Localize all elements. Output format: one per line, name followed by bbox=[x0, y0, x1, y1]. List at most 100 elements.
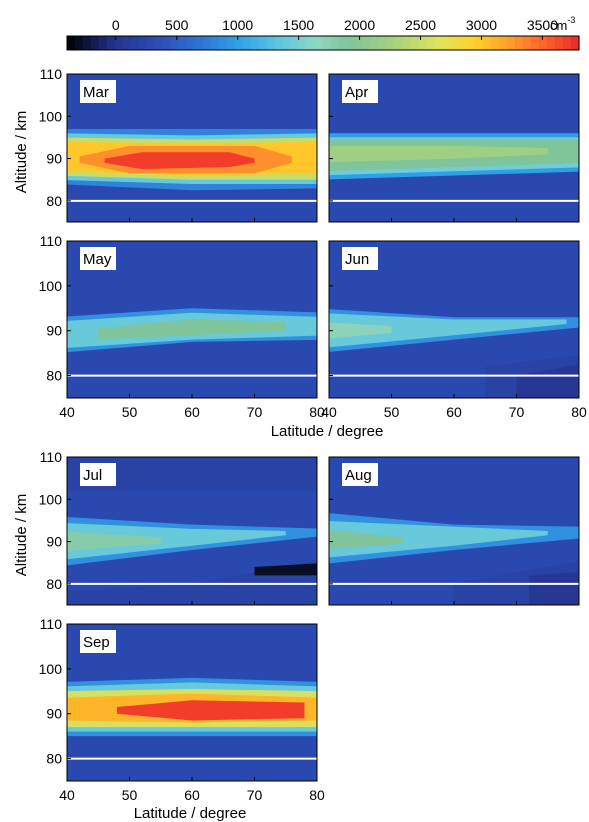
colorbar-swatch bbox=[275, 36, 284, 50]
panel-label: Jun bbox=[342, 247, 378, 270]
colorbar-tick-label: 2500 bbox=[405, 17, 436, 33]
y-tick-label: 90 bbox=[46, 706, 62, 722]
colorbar-swatch bbox=[75, 36, 84, 50]
colorbar-swatch bbox=[355, 36, 364, 50]
contour-layer bbox=[329, 322, 392, 339]
panel-label-text: Jul bbox=[83, 467, 102, 484]
colorbar-swatch bbox=[395, 36, 404, 50]
panel-label: Aug bbox=[342, 463, 378, 486]
contour-layer bbox=[67, 457, 317, 491]
contour-layer bbox=[329, 530, 404, 550]
panel-label-box bbox=[80, 80, 116, 103]
colorbar-swatch bbox=[539, 36, 548, 50]
colorbar-swatch bbox=[179, 36, 188, 50]
colorbar-swatch bbox=[411, 36, 420, 50]
y-tick-label: 110 bbox=[40, 233, 63, 249]
colorbar-swatch bbox=[531, 36, 540, 50]
colorbar-swatch bbox=[259, 36, 268, 50]
y-tick-label: 100 bbox=[39, 661, 63, 677]
y-tick-label: 80 bbox=[46, 193, 62, 209]
panel-label-text: Aug bbox=[345, 467, 372, 484]
y-tick-label: 100 bbox=[39, 108, 63, 124]
panel-label-text: Jun bbox=[345, 251, 369, 268]
colorbar-swatch bbox=[347, 36, 356, 50]
colorbar-swatch bbox=[211, 36, 220, 50]
panel-field bbox=[329, 74, 579, 222]
y-axis-label-top: Altitude / km bbox=[13, 111, 30, 194]
x-tick-label: 70 bbox=[509, 404, 525, 420]
panel-label: Sep bbox=[80, 630, 116, 653]
y-tick-label: 110 bbox=[40, 616, 63, 632]
colorbar-swatch bbox=[547, 36, 556, 50]
panel-mar: Mar bbox=[66, 73, 318, 223]
colorbar-swatch bbox=[483, 36, 492, 50]
y-tick-label: 80 bbox=[46, 751, 62, 767]
colorbar-swatch bbox=[371, 36, 380, 50]
x-tick-label: 80 bbox=[571, 404, 587, 420]
colorbar-tick-label: 3000 bbox=[466, 17, 497, 33]
y-axis-label-bottom: Altitude / km bbox=[13, 494, 30, 577]
panel-label-box bbox=[342, 80, 378, 103]
colorbar: 0 500 1000 1500 2000 2500 3000 3500 cm-3 bbox=[66, 15, 580, 51]
colorbar-swatch bbox=[427, 36, 436, 50]
colorbar-swatch bbox=[387, 36, 396, 50]
colorbar-tick-label: 500 bbox=[165, 17, 189, 33]
colorbar-swatch bbox=[443, 36, 452, 50]
colorbar-swatch bbox=[475, 36, 484, 50]
colorbar-tick-label: 0 bbox=[112, 17, 120, 33]
panel-aug: Aug bbox=[328, 456, 580, 606]
colorbar-swatch bbox=[163, 36, 172, 50]
colorbar-swatch bbox=[563, 36, 572, 50]
colorbar-swatch bbox=[83, 36, 92, 50]
contour-layer bbox=[67, 560, 317, 605]
y-tick-label: 90 bbox=[46, 323, 62, 339]
panel-jun: Jun bbox=[328, 240, 580, 399]
contour-layer bbox=[117, 700, 305, 721]
colorbar-swatch bbox=[571, 36, 580, 50]
panel-sep: Sep bbox=[66, 623, 318, 782]
y-tick-label: 100 bbox=[39, 278, 63, 294]
colorbar-swatch bbox=[379, 36, 388, 50]
x-tick-label: 70 bbox=[247, 404, 263, 420]
colorbar-tick-label: 1500 bbox=[283, 17, 314, 33]
colorbar-swatch bbox=[331, 36, 340, 50]
colorbar-unit-base: cm bbox=[550, 18, 567, 33]
colorbar-unit: cm-3 bbox=[550, 15, 575, 33]
panel-label: Jul bbox=[80, 463, 116, 486]
x-axis-label-bottom: Latitude / degree bbox=[134, 805, 247, 822]
colorbar-tick-label: 2000 bbox=[344, 17, 375, 33]
x-tick-label: 60 bbox=[184, 404, 200, 420]
x-axis-label-top: Latitude / degree bbox=[271, 423, 384, 440]
y-tick-label: 90 bbox=[46, 534, 62, 550]
panel-label-box bbox=[80, 630, 116, 653]
colorbar-swatch bbox=[187, 36, 196, 50]
y-tick-label: 90 bbox=[46, 151, 62, 167]
panel-label-box bbox=[342, 463, 378, 486]
colorbar-swatch bbox=[451, 36, 460, 50]
panel-field bbox=[67, 241, 317, 398]
x-tick-label: 40 bbox=[59, 404, 75, 420]
colorbar-swatch bbox=[307, 36, 316, 50]
colorbar-swatch bbox=[91, 36, 100, 50]
x-tick-label: 50 bbox=[384, 404, 400, 420]
colorbar-swatch bbox=[291, 36, 300, 50]
colorbar-swatch bbox=[555, 36, 564, 50]
colorbar-swatch bbox=[523, 36, 532, 50]
colorbar-swatch bbox=[267, 36, 276, 50]
contour-layer bbox=[329, 145, 548, 163]
colorbar-swatch bbox=[467, 36, 476, 50]
contour-layer bbox=[104, 152, 255, 170]
colorbar-swatch bbox=[243, 36, 252, 50]
colorbar-segments bbox=[67, 36, 580, 50]
panel-label: Mar bbox=[80, 80, 116, 103]
colorbar-swatch bbox=[515, 36, 524, 50]
x-tick-label: 60 bbox=[446, 404, 462, 420]
contour-layer bbox=[329, 313, 567, 348]
contour-layer bbox=[67, 523, 286, 560]
panel-label-text: Mar bbox=[83, 84, 109, 101]
panel-jul: Jul bbox=[66, 456, 318, 606]
colorbar-swatch bbox=[363, 36, 372, 50]
colorbar-swatch bbox=[283, 36, 292, 50]
x-tick-label: 40 bbox=[321, 404, 337, 420]
